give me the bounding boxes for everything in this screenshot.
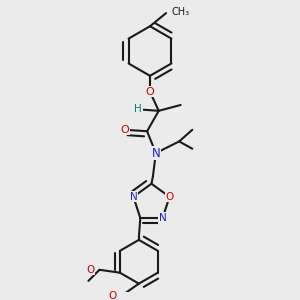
Text: N: N — [130, 192, 137, 202]
Text: O: O — [109, 291, 117, 300]
Text: N: N — [159, 213, 167, 223]
Text: O: O — [121, 125, 130, 135]
Text: O: O — [86, 265, 94, 275]
Text: O: O — [146, 87, 154, 97]
Text: H: H — [134, 104, 142, 114]
Text: O: O — [165, 192, 174, 202]
Text: CH₃: CH₃ — [171, 7, 189, 17]
Text: N: N — [152, 147, 160, 160]
